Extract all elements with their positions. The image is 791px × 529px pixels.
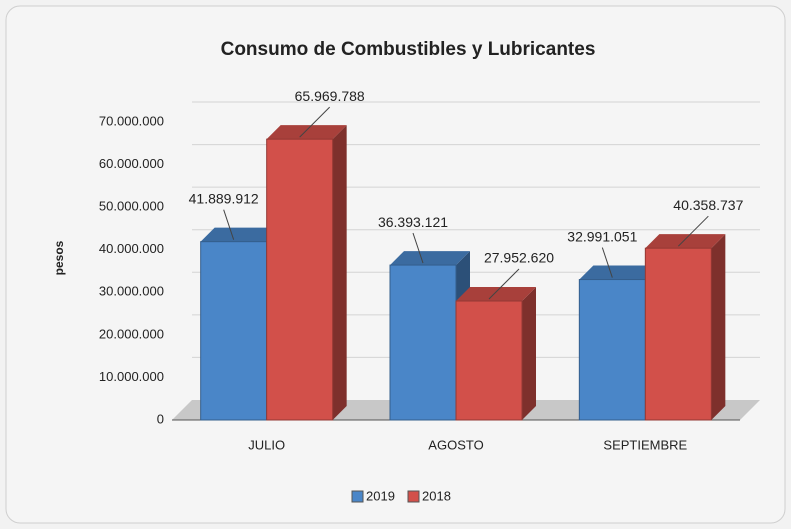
legend-label: 2019	[366, 488, 395, 503]
bar-side	[332, 125, 347, 420]
legend-swatch	[407, 490, 420, 503]
x-tick-label: SEPTIEMBRE	[603, 437, 687, 452]
data-label: 41.889.912	[189, 190, 259, 206]
legend-label: 2018	[422, 488, 451, 503]
y-tick-label: 60.000.000	[99, 156, 164, 171]
x-tick-label: AGOSTO	[428, 437, 483, 452]
leader-line	[601, 247, 613, 278]
data-label: 65.969.788	[295, 88, 365, 104]
chart-title: Consumo de Combustibles y Lubricantes	[221, 39, 596, 60]
y-axis-label: pesos	[52, 240, 66, 275]
bar-side	[711, 234, 726, 420]
leader-line	[223, 209, 235, 240]
leader-line	[488, 268, 520, 300]
bar	[266, 138, 334, 421]
bar	[644, 247, 712, 421]
bar-top	[456, 287, 536, 302]
bar	[389, 264, 457, 421]
bar-top	[645, 234, 726, 249]
data-label: 27.952.620	[484, 250, 554, 266]
bar-top	[579, 265, 660, 280]
y-tick-label: 50.000.000	[99, 199, 164, 214]
y-tick-label: 40.000.000	[99, 241, 164, 256]
y-tick-label: 30.000.000	[99, 284, 164, 299]
leader-line	[677, 215, 709, 247]
y-tick-label: 70.000.000	[99, 113, 164, 128]
leader-line	[299, 106, 331, 138]
bar	[578, 279, 646, 421]
x-tick-label: JULIO	[248, 437, 285, 452]
data-label: 40.358.737	[673, 197, 743, 213]
y-tick-label: 20.000.000	[99, 326, 164, 341]
y-tick-label: 0	[157, 411, 164, 426]
leader-line	[412, 232, 424, 264]
bar-side	[522, 287, 536, 420]
bar-top	[200, 227, 281, 242]
bar	[200, 241, 268, 421]
legend-swatch	[351, 490, 364, 503]
bar	[455, 300, 523, 421]
data-label: 32.991.051	[567, 228, 637, 244]
data-label: 36.393.121	[378, 214, 448, 230]
bar-top	[390, 251, 470, 266]
bar-top	[266, 125, 347, 140]
y-tick-label: 10.000.000	[99, 369, 164, 384]
